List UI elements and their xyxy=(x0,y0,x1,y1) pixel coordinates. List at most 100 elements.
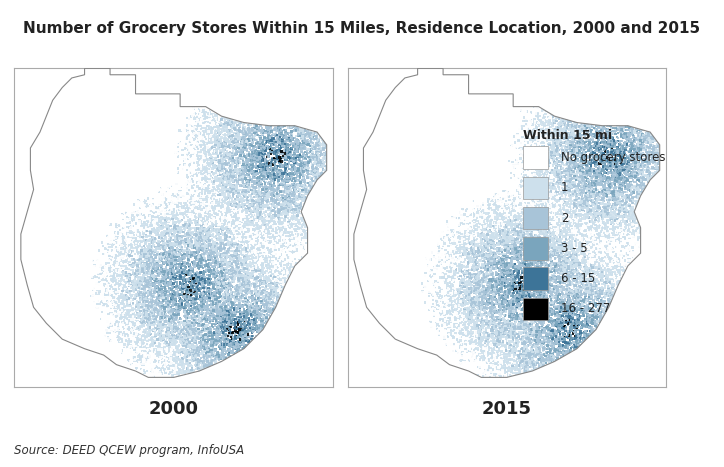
Point xyxy=(298,182,310,189)
Point xyxy=(224,254,235,261)
Point xyxy=(376,150,388,158)
Point xyxy=(40,149,51,156)
Point xyxy=(382,335,394,342)
Point xyxy=(400,171,411,179)
Point xyxy=(427,358,439,366)
Point xyxy=(605,232,616,240)
Point xyxy=(560,100,572,108)
Point xyxy=(506,381,518,389)
Point xyxy=(345,318,357,326)
Point xyxy=(316,208,327,215)
Point xyxy=(470,105,481,112)
Point xyxy=(302,306,313,313)
Point xyxy=(111,310,122,317)
Point xyxy=(373,127,384,135)
Point xyxy=(109,179,121,186)
Point xyxy=(456,372,468,379)
Point xyxy=(477,290,489,298)
Point xyxy=(632,69,644,77)
Point xyxy=(237,82,249,89)
Point xyxy=(393,110,405,118)
Point xyxy=(584,375,596,382)
Point xyxy=(539,214,550,221)
Point xyxy=(534,89,545,96)
Point xyxy=(224,142,236,149)
Point xyxy=(159,292,171,300)
Point xyxy=(617,373,628,380)
Point xyxy=(254,133,266,141)
Point xyxy=(33,109,45,117)
Point xyxy=(346,243,358,251)
Point xyxy=(400,244,412,252)
Point xyxy=(530,333,542,340)
Point xyxy=(71,215,83,222)
Point xyxy=(30,297,41,304)
Point xyxy=(114,382,125,389)
Point xyxy=(497,178,509,186)
Point xyxy=(149,248,161,255)
Point xyxy=(628,127,639,134)
Point xyxy=(67,148,79,156)
Point xyxy=(613,295,624,302)
Point xyxy=(448,195,460,203)
Point xyxy=(472,86,484,93)
Point xyxy=(141,373,153,380)
Point xyxy=(189,226,201,234)
Point xyxy=(360,78,371,85)
Point xyxy=(182,78,194,85)
Point xyxy=(29,332,41,339)
Point xyxy=(180,158,191,165)
Point xyxy=(269,278,281,286)
Point xyxy=(435,344,447,352)
Point xyxy=(390,361,401,368)
Point xyxy=(605,272,616,279)
Point xyxy=(355,316,366,323)
Point xyxy=(654,186,666,193)
Point xyxy=(219,328,230,336)
Point xyxy=(458,270,470,278)
Point xyxy=(660,246,671,253)
Point xyxy=(644,106,655,113)
Point xyxy=(486,300,497,307)
Point xyxy=(647,343,659,350)
Point xyxy=(553,142,565,150)
Point xyxy=(324,318,336,326)
Point xyxy=(645,80,657,87)
Point xyxy=(357,219,369,226)
Point xyxy=(106,97,118,104)
Point xyxy=(602,197,614,204)
Point xyxy=(641,194,652,202)
Point xyxy=(367,142,379,149)
Point xyxy=(408,334,419,341)
Point xyxy=(159,164,170,171)
Point xyxy=(461,201,473,208)
Point xyxy=(429,105,440,112)
Point xyxy=(314,253,326,260)
Point xyxy=(495,75,507,82)
Point xyxy=(214,280,226,288)
Point xyxy=(184,143,195,151)
Point xyxy=(117,259,129,267)
Point xyxy=(55,305,67,313)
Point xyxy=(199,111,211,118)
Point xyxy=(90,231,101,239)
Point xyxy=(604,237,615,244)
Point xyxy=(18,297,30,304)
Point xyxy=(83,235,94,243)
Point xyxy=(41,189,53,196)
Point xyxy=(426,276,438,283)
Point xyxy=(139,319,151,326)
Point xyxy=(400,77,412,84)
Point xyxy=(60,309,72,317)
Point xyxy=(598,371,610,379)
Point xyxy=(253,312,264,319)
Point xyxy=(281,87,292,95)
Point xyxy=(353,83,365,91)
Point xyxy=(560,126,572,134)
Point xyxy=(355,201,367,208)
Point xyxy=(243,285,255,292)
Point xyxy=(355,367,366,374)
Point xyxy=(99,290,111,298)
Point xyxy=(209,195,220,203)
Point xyxy=(421,96,433,104)
